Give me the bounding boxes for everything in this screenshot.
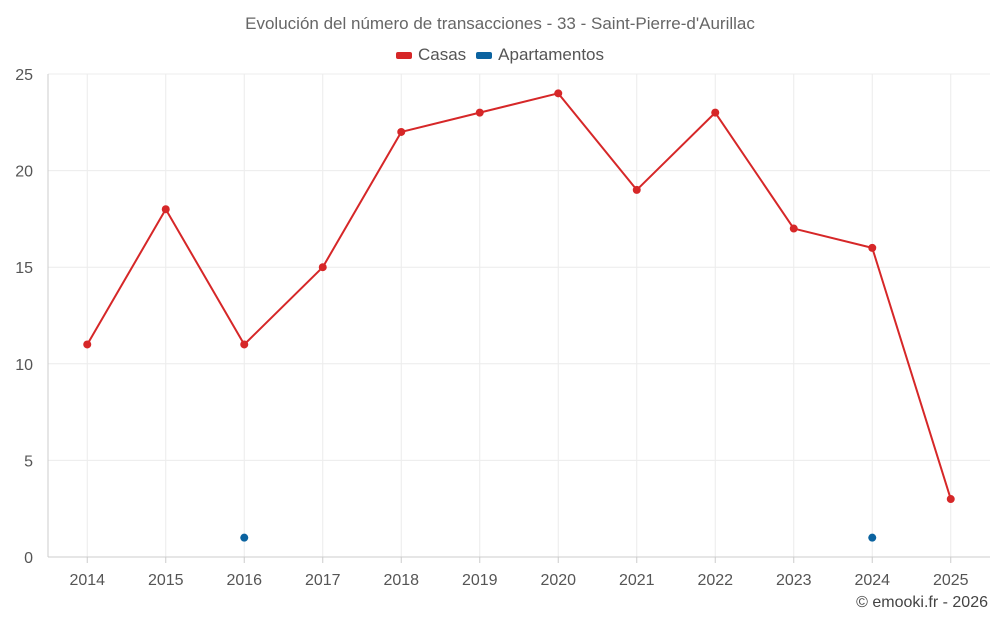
legend-item-apartamentos[interactable]: Apartamentos — [476, 45, 604, 65]
point-casas-2017 — [318, 263, 327, 272]
y-tick-label-5: 5 — [24, 453, 33, 470]
x-tick-label-2022: 2022 — [697, 572, 733, 589]
series-line-casas — [86, 92, 952, 500]
x-tick-label-2024: 2024 — [854, 572, 890, 589]
x-tick-label-2014: 2014 — [69, 572, 105, 589]
point-apartamentos-2016 — [240, 533, 249, 542]
y-tick-label-20: 20 — [15, 164, 33, 181]
point-apartamentos-2024 — [868, 533, 877, 542]
y-tick-label-0: 0 — [24, 550, 33, 567]
point-casas-2024 — [868, 243, 877, 252]
x-tick-label-2020: 2020 — [540, 572, 576, 589]
legend-swatch-apartamentos — [476, 51, 493, 59]
x-tick-label-2023: 2023 — [776, 572, 812, 589]
point-casas-2019 — [475, 108, 484, 117]
point-casas-2015 — [161, 205, 170, 214]
legend-label-casas: Casas — [417, 45, 467, 64]
point-casas-2022 — [711, 108, 720, 117]
point-casas-2021 — [632, 185, 641, 194]
chart-title: Evolución del número de transacciones - … — [245, 14, 755, 33]
y-tick-label-15: 15 — [15, 260, 33, 277]
point-casas-2025 — [946, 495, 955, 504]
point-casas-2023 — [789, 224, 798, 233]
legend-label-apartamentos: Apartamentos — [498, 45, 605, 64]
point-casas-2016 — [240, 340, 249, 349]
y-tick-label-10: 10 — [15, 357, 33, 374]
x-tick-label-2016: 2016 — [226, 572, 262, 589]
x-tick-label-2025: 2025 — [933, 572, 969, 589]
credit-text: © emooki.fr - 2026 — [856, 594, 988, 611]
x-tick-label-2015: 2015 — [148, 572, 184, 589]
point-casas-2014 — [83, 340, 92, 349]
x-tick-label-2018: 2018 — [383, 572, 419, 589]
x-tick-label-2019: 2019 — [462, 572, 498, 589]
y-tick-label-25: 25 — [15, 67, 33, 84]
point-casas-2018 — [397, 127, 406, 136]
legend-item-casas[interactable]: Casas — [395, 45, 467, 65]
legend: Casas Apartamentos — [0, 45, 1000, 65]
point-casas-2020 — [554, 89, 563, 98]
x-tick-label-2017: 2017 — [305, 572, 341, 589]
legend-swatch-casas — [395, 51, 412, 59]
x-tick-label-2021: 2021 — [619, 572, 655, 589]
